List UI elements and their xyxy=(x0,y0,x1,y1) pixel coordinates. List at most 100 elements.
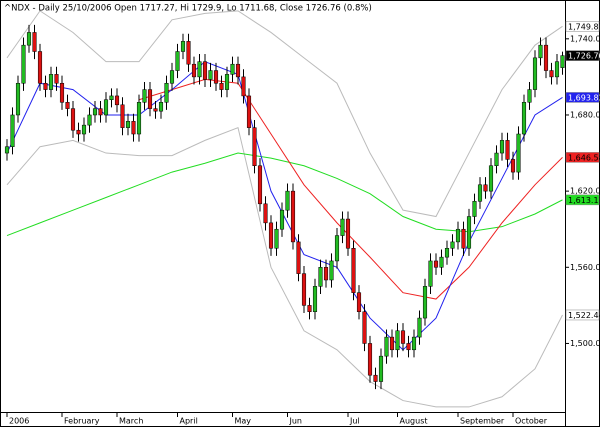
candle-body xyxy=(279,209,285,230)
candle-body xyxy=(488,165,494,192)
candle-body xyxy=(323,267,329,281)
overlay-line xyxy=(6,126,563,408)
candle-body xyxy=(417,317,422,338)
chart-title: ^NDX - Daily 25/10/2006 Open 1717.27, Hi… xyxy=(4,4,372,14)
candle-body xyxy=(389,336,395,351)
candle-body xyxy=(378,355,384,382)
candle-body xyxy=(175,51,180,71)
candle-body xyxy=(334,235,340,262)
x-tick-label: October xyxy=(515,417,548,426)
candle-body xyxy=(109,95,114,100)
x-tick-label: August xyxy=(400,417,428,426)
candle-body xyxy=(180,41,186,52)
candle-body xyxy=(125,121,131,128)
candle-body xyxy=(213,70,219,84)
candle-body xyxy=(433,260,439,268)
candle-body xyxy=(516,133,521,173)
candle-body xyxy=(406,343,411,351)
candle-body xyxy=(15,82,21,116)
price-tag-label: 1,522.44 xyxy=(568,311,600,320)
candle-body xyxy=(54,74,59,84)
candle-body xyxy=(505,140,510,160)
overlay-line xyxy=(6,10,563,218)
price-tag xyxy=(565,152,600,163)
candle-body xyxy=(312,286,318,312)
candle-body xyxy=(466,216,472,249)
candle-body xyxy=(483,184,488,192)
candle-body xyxy=(241,76,246,97)
candle-body xyxy=(532,57,538,90)
candle-body xyxy=(296,241,301,274)
candle-body xyxy=(114,95,120,106)
candle-body xyxy=(274,228,279,249)
candle-body xyxy=(48,74,54,90)
candle-body xyxy=(373,374,378,382)
candle-body xyxy=(268,222,274,249)
candle-body xyxy=(98,108,103,116)
candle-body xyxy=(351,248,356,293)
candle-body xyxy=(202,61,208,80)
candle-body xyxy=(87,114,92,126)
y-tick-label: 1,500.0 xyxy=(570,339,600,348)
candle-body xyxy=(219,82,224,90)
candle-body xyxy=(246,95,252,128)
candle-body xyxy=(257,165,263,205)
candle-body xyxy=(340,218,345,236)
price-tag-label: 1,726.76 xyxy=(568,52,600,61)
candle-body xyxy=(444,248,450,258)
x-tick-label: February xyxy=(64,417,100,426)
candle-body xyxy=(81,124,87,135)
price-tag xyxy=(565,92,600,103)
candle-body xyxy=(208,70,213,80)
y-tick-label: 1,740.0 xyxy=(570,34,600,43)
candle-body xyxy=(356,292,362,312)
candle-body xyxy=(147,89,153,109)
candle-body xyxy=(136,102,142,135)
candle-body xyxy=(158,102,164,112)
candle-body xyxy=(461,228,466,249)
candle-body xyxy=(543,44,549,71)
x-tick-label: May xyxy=(235,417,252,426)
candle-body xyxy=(131,121,136,135)
candle-body xyxy=(285,190,290,211)
candle-body xyxy=(450,241,455,249)
candle-body xyxy=(367,343,373,376)
candle-body xyxy=(32,32,37,52)
candle-body xyxy=(384,336,389,357)
candles xyxy=(4,24,565,390)
candle-body xyxy=(142,89,147,103)
candle-body xyxy=(26,32,32,46)
y-tick-label: 1,680.0 xyxy=(570,110,600,119)
candle-body xyxy=(290,190,296,243)
candle-body xyxy=(455,228,461,243)
candle-body xyxy=(92,108,98,116)
x-tick-label: 2006 xyxy=(9,417,29,426)
candle-body xyxy=(4,146,10,154)
candle-body xyxy=(549,70,554,78)
candle-body xyxy=(70,108,76,131)
candle-body xyxy=(472,201,477,217)
price-tag xyxy=(565,50,600,61)
x-tick-label: Jul xyxy=(349,417,360,426)
candle-body xyxy=(395,330,400,351)
candle-body xyxy=(252,127,257,166)
candle-body xyxy=(164,82,169,103)
price-tag-label: 1,646.58 xyxy=(568,153,600,162)
x-tick-label: March xyxy=(119,417,143,426)
candle-body xyxy=(169,70,175,84)
price-tag xyxy=(565,309,600,321)
candle-body xyxy=(224,74,230,90)
x-tick-label: April xyxy=(180,417,198,426)
candle-body xyxy=(400,330,406,344)
candle-body xyxy=(197,61,202,78)
candle-body xyxy=(103,99,109,116)
candle-body xyxy=(186,41,191,65)
x-tick-label: Jun xyxy=(289,417,303,426)
candle-body xyxy=(477,184,483,202)
candle-body xyxy=(307,305,312,312)
x-tick-label: September xyxy=(460,417,505,426)
candle-body xyxy=(538,44,543,59)
candle-body xyxy=(428,260,433,287)
